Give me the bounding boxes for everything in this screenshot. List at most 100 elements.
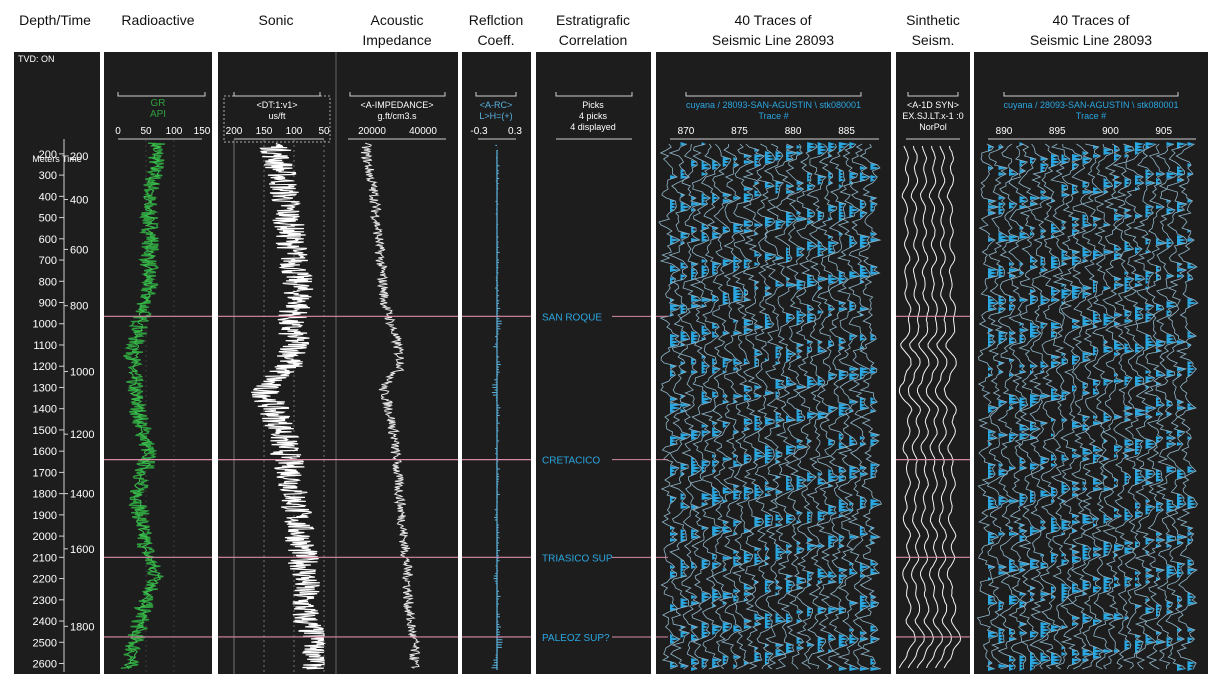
seismic-2-wiggle-fill <box>998 271 1005 275</box>
seismic-2-wiggle-fill <box>1177 637 1185 641</box>
seismic-1-wiggle-fill <box>764 154 774 158</box>
seismic-1-wiggle-fill <box>733 628 742 632</box>
seismic-1-trace <box>836 143 862 670</box>
seismic-1-trace <box>847 143 872 670</box>
seismic-2-wiggle-fill <box>1051 226 1058 230</box>
seismic-2-wiggle-fill <box>1072 559 1081 563</box>
seismic-1-wiggle-fill <box>786 544 792 548</box>
seismic-2-wiggle-fill <box>1009 169 1014 173</box>
seismic-1-wiggle-fill <box>764 661 769 665</box>
seismic-1-wiggle-fill <box>691 337 699 341</box>
seismic-2-wiggle-fill <box>1124 643 1131 647</box>
seismic-1-wiggle-fill <box>849 304 856 308</box>
seismic-2-wiggle-fill <box>1187 664 1195 668</box>
header-bracket <box>349 92 446 97</box>
seismic-1-wiggle-fill <box>701 259 708 263</box>
seismic-2-wiggle-fill <box>1030 652 1034 656</box>
seismic-1-wiggle-fill <box>775 283 784 287</box>
seismic-2-wiggle-fill <box>1145 304 1154 308</box>
seismic-2-wiggle-fill <box>1040 490 1048 494</box>
seismic-1-wiggle-fill <box>807 175 811 179</box>
seismic-2-wiggle-fill <box>1040 166 1047 170</box>
seismic-1-wiggle-fill <box>764 418 775 422</box>
seismic-2-wiggle-fill <box>1156 502 1163 506</box>
seismic-1-wiggle-fill <box>775 454 782 458</box>
seismic-2-wiggle-fill <box>1082 583 1091 587</box>
seismic-1-wiggle-fill <box>859 214 864 218</box>
depth-label: 2000 <box>33 531 57 543</box>
seismic-2-wiggle-fill <box>1145 169 1150 173</box>
seismic-2-wiggle-fill <box>1187 361 1193 365</box>
seismic-2-wiggle-fill <box>1030 289 1036 293</box>
seismic-2-wiggle-fill <box>1103 547 1111 551</box>
seismic-2-wiggle-fill <box>1135 502 1140 506</box>
seismic-1-wiggle-fill <box>849 601 858 605</box>
seismic-1-wiggle-fill <box>733 490 742 494</box>
seismic-2-wiggle-fill <box>1072 223 1079 227</box>
ai-label: <A-IMPEDANCE> <box>360 100 433 110</box>
seismic-1-wiggle-fill <box>817 481 827 485</box>
seismic-2-wiggle-fill <box>1135 514 1142 518</box>
seismic-2-wiggle-fill <box>1082 550 1089 554</box>
seismic-1-wiggle-fill <box>870 334 876 338</box>
depth-label: 1500 <box>33 425 57 437</box>
seismic-1-wiggle-fill <box>743 625 752 629</box>
seismic-2-wiggle-fill <box>1103 439 1107 443</box>
seismic-1-wiggle-fill <box>775 349 779 353</box>
seismic-1-wiggle-fill <box>828 247 834 251</box>
seismic-1-wiggle-fill <box>722 157 731 161</box>
seismic-1-wiggle-fill <box>838 373 849 377</box>
seismic-1-wiggle-fill <box>701 226 709 230</box>
seismic-2-wiggle-fill <box>1093 382 1100 386</box>
seismic-1-wiggle-fill <box>743 223 753 227</box>
seismic-1-wiggle-fill <box>775 355 780 359</box>
seismic-1-wiggle-fill <box>670 205 677 209</box>
seismic-1-wiggle-fill <box>796 511 803 515</box>
seismic-1-wiggle-fill <box>701 625 709 629</box>
seismic-2-wiggle-fill <box>1187 403 1192 407</box>
seismic-2-wiggle-fill <box>1061 490 1067 494</box>
seismic-2-wiggle-fill <box>1051 493 1057 497</box>
seismic-2-wiggle-fill <box>1072 550 1080 554</box>
seismic-2-wiggle-fill <box>1166 436 1176 440</box>
seismic-2-wiggle-fill <box>1177 472 1186 476</box>
seismic-2-wiggle-fill <box>1103 541 1111 545</box>
seismic-2-wiggle-fill <box>1093 253 1104 257</box>
seismic-2-wiggle-fill <box>1009 373 1014 377</box>
syn-sub: EX.SJ.LT.x-1 :0 <box>902 111 963 121</box>
seismic-1-wiggle-fill <box>838 148 843 152</box>
seismic-2-trace <box>1008 143 1032 670</box>
seismic-2-wiggle-fill <box>1166 175 1175 179</box>
seismic-2-wiggle-fill <box>1093 454 1102 458</box>
seismic-1-wiggle-fill <box>859 373 865 377</box>
seismic-2-wiggle-fill <box>1072 355 1080 359</box>
seismic-1-wiggle-fill <box>786 487 794 491</box>
seismic-2-wiggle-fill <box>1166 403 1173 407</box>
syn-trace <box>907 145 925 669</box>
seismic-2-wiggle-fill <box>1072 421 1080 425</box>
seismic-1-wiggle-fill <box>691 667 698 671</box>
seismic-1-wiggle-fill <box>796 439 803 443</box>
time-label: 1200 <box>70 429 94 441</box>
seismic-1-wiggle-fill <box>670 238 681 242</box>
seismic-2-wiggle-fill <box>1166 544 1172 548</box>
seismic-1-wiggle-fill <box>775 580 779 584</box>
seismic-1-wiggle-fill <box>775 412 781 416</box>
seismic-1-wiggle-fill <box>670 208 675 212</box>
seismic-2-wiggle-fill <box>1156 268 1161 272</box>
seismic-2-wiggle-fill <box>1135 151 1140 155</box>
seismic-2-wiggle-fill <box>1030 256 1034 260</box>
seismic-1-wiggle-fill <box>712 271 718 275</box>
seismic-2-wiggle-fill <box>1124 271 1129 275</box>
seismic-2-wiggle-fill <box>1082 520 1094 524</box>
seismic-1-wiggle-fill <box>817 250 822 254</box>
seismic-1-wiggle-fill <box>680 403 691 407</box>
seismic-2-wiggle-fill <box>1040 655 1050 659</box>
seismic-2-wiggle-fill <box>1135 640 1144 644</box>
gr-tick-label: 100 <box>166 126 183 137</box>
seismic-1-wiggle-fill <box>691 160 697 164</box>
seismic-1-wiggle-fill <box>796 145 802 149</box>
time-label: 400 <box>70 195 88 207</box>
seismic-1-wiggle-fill <box>828 280 837 284</box>
seismic-2-wiggle-fill <box>1145 145 1151 149</box>
